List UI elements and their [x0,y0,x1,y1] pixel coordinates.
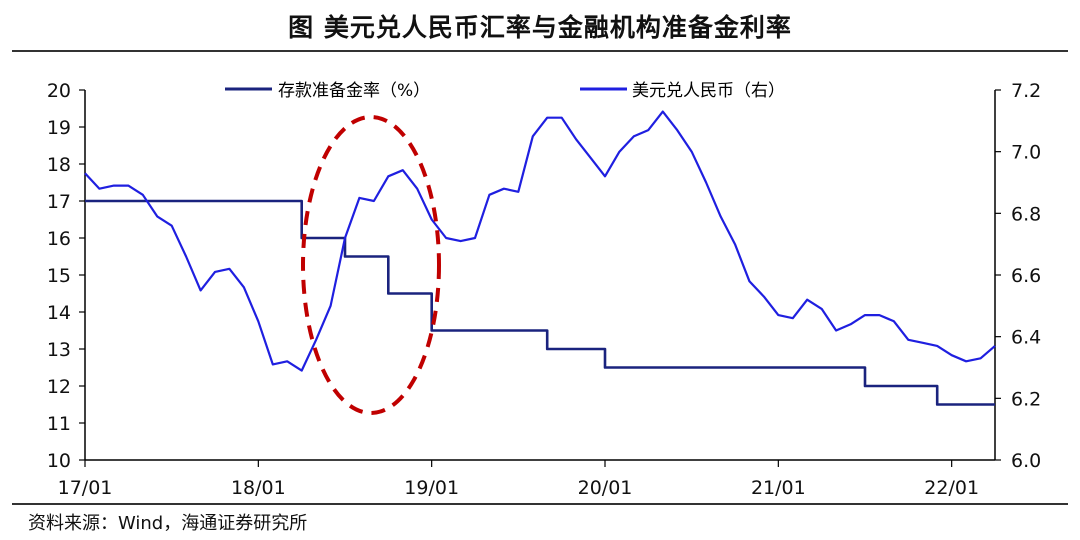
x-tick-label: 19/01 [404,477,459,499]
y-right-tick-label: 6.6 [1011,265,1041,287]
y-left-tick-label: 13 [47,339,71,361]
y-right-tick-label: 7.0 [1011,142,1041,164]
y-right-tick-label: 6.2 [1011,388,1041,410]
x-tick-label: 22/01 [924,477,979,499]
y-right-tick-label: 6.8 [1011,203,1041,225]
source-note: 资料来源：Wind，海通证券研究所 [28,513,308,534]
y-left-tick-label: 18 [47,154,71,176]
y-left-tick-label: 20 [47,80,71,102]
y-right-tick-label: 6.0 [1011,450,1041,472]
x-tick-label: 21/01 [751,477,806,499]
legend-label-usdcny: 美元兑人民币（右） [632,81,785,101]
y-right-tick-label: 7.2 [1011,80,1041,102]
x-tick-label: 20/01 [578,477,633,499]
y-left-tick-label: 10 [47,450,71,472]
y-left-tick-label: 16 [47,228,71,250]
usdcny-line [84,110,996,372]
chart-title: 图 美元兑人民币汇率与金融机构准备金利率 [288,13,792,42]
y-left-tick-label: 11 [47,413,71,435]
y-left-tick-label: 17 [47,191,71,213]
axes-layer: 10 11 12 13 14 15 16 17 18 19 20 6.0 6.2 6.4 6.6 6.8 7.0… [47,80,1041,499]
series-layer [84,110,996,406]
y-right-tick-label: 6.4 [1011,327,1041,349]
title-rule [12,50,1068,52]
x-tick-label: 18/01 [231,477,286,499]
source-rule [12,503,1068,505]
x-tick-label: 17/01 [58,477,113,499]
legend-label-reserve: 存款准备金率（%） [278,81,430,101]
y-left-tick-label: 19 [47,117,71,139]
y-left-tick-label: 12 [47,376,71,398]
y-left-tick-label: 14 [47,302,71,324]
reserve-ratio-line [85,199,995,406]
highlight-ellipse [301,115,441,415]
y-left-tick-label: 15 [47,265,71,287]
legend: 存款准备金率（%） 美元兑人民币（右） [225,81,785,101]
